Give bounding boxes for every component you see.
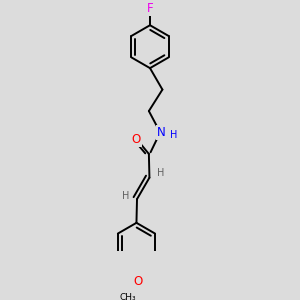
Text: N: N [157, 126, 166, 139]
Text: H: H [157, 168, 164, 178]
Text: H: H [122, 191, 129, 201]
Text: F: F [147, 2, 153, 15]
Text: CH₃: CH₃ [120, 293, 136, 300]
Text: O: O [134, 275, 143, 288]
Text: H: H [170, 130, 177, 140]
Text: O: O [132, 133, 141, 146]
